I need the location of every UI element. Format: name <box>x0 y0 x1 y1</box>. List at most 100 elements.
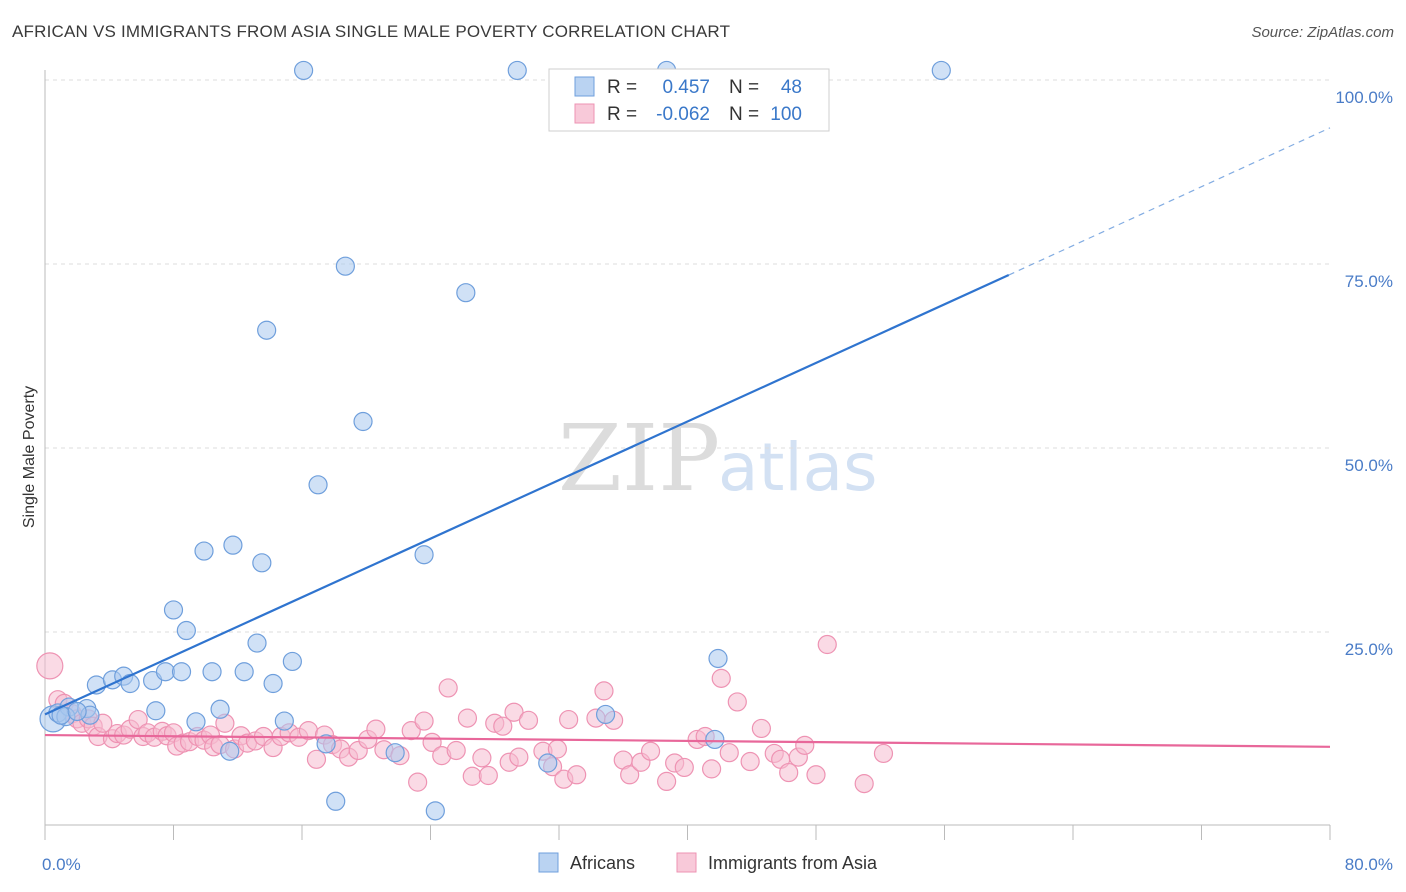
africans-point-30 <box>308 475 328 495</box>
africans-point-38 <box>456 283 476 303</box>
chart-title: AFRICAN VS IMMIGRANTS FROM ASIA SINGLE M… <box>12 22 731 41</box>
legend-swatch-immigrants-from-asia <box>574 103 595 124</box>
legend-n-value-africans: 48 <box>781 77 802 98</box>
series-legend-swatch-immigrants-from-asia <box>676 852 697 873</box>
asia-point-93 <box>779 762 799 783</box>
africans-point-23 <box>247 633 267 653</box>
asia-point-47 <box>366 719 386 739</box>
y-axis-label: Single Male Poverty <box>21 386 38 528</box>
stats-legend: R = 0.457 N = 48 R = -0.062 N = 100 <box>548 68 830 132</box>
africans-point-47 <box>67 701 87 722</box>
africans-point-41 <box>595 704 616 725</box>
asia-point-64 <box>504 702 524 722</box>
y-tick-labels: 100.0% 75.0% 50.0% 25.0% <box>1335 88 1393 659</box>
asia-point-82 <box>674 757 694 778</box>
africans-point-14 <box>163 600 184 620</box>
asia-point-62 <box>493 716 513 736</box>
africans-point-36 <box>414 545 434 565</box>
africans-point-20 <box>220 741 240 761</box>
legend-r-label-africans: R = <box>607 77 637 98</box>
trend-lines <box>44 127 1331 748</box>
legend-r-value-africans: 0.457 <box>662 77 710 98</box>
africans-point-22 <box>234 662 254 682</box>
asia-point-80 <box>657 771 677 792</box>
asia-point-86 <box>711 668 731 688</box>
asia-point-52 <box>414 711 434 731</box>
africans-trend-extension <box>1008 127 1331 276</box>
africans-point-11 <box>146 701 166 721</box>
africans-point-43 <box>705 729 725 750</box>
africans-point-19 <box>210 699 230 719</box>
asia-point-97 <box>817 634 837 655</box>
africans-point-29 <box>294 60 314 81</box>
asia-point-71 <box>559 709 579 730</box>
y-tick-label-0: 100.0% <box>1335 88 1393 107</box>
africans-point-31 <box>316 734 336 754</box>
africans-point-33 <box>335 256 355 276</box>
legend-r-label-immigrants-from-asia: R = <box>607 104 637 125</box>
africans-point-28 <box>282 651 302 672</box>
asia-point-98 <box>854 774 874 794</box>
y-tick-label-2: 50.0% <box>1345 456 1393 475</box>
source-credit: Source: ZipAtlas.com <box>1251 24 1394 41</box>
legend-n-label-africans: N = <box>729 77 759 98</box>
asia-point-65 <box>509 747 529 767</box>
africans-point-40 <box>538 753 558 773</box>
series-legend-swatch-africans <box>538 852 559 873</box>
asia-point-51 <box>408 772 428 792</box>
asia-point-79 <box>640 741 661 761</box>
asia-point-58 <box>462 766 482 786</box>
africans-point-13 <box>171 662 192 682</box>
legend-n-value-immigrants-from-asia: 100 <box>770 104 802 125</box>
asia-point-99 <box>873 743 894 764</box>
asia-point-56 <box>446 740 466 761</box>
africans-point-26 <box>263 673 283 694</box>
asia-point-55 <box>438 678 458 698</box>
africans-point-17 <box>194 541 214 561</box>
africans-point-45 <box>931 60 951 81</box>
asia-point-72 <box>567 765 587 785</box>
africans-point-9 <box>120 673 140 694</box>
asia-point-74 <box>594 681 614 701</box>
africans-point-21 <box>223 535 243 555</box>
watermark: ZIP atlas <box>558 405 878 512</box>
africans-point-37 <box>425 801 445 821</box>
asia-point-95 <box>795 735 815 755</box>
series-legend-label-africans: Africans <box>570 853 635 873</box>
x-tick-label-1: 80.0% <box>1345 855 1393 874</box>
legend-r-value-immigrants-from-asia: -0.062 <box>656 104 710 125</box>
watermark-zip: ZIP <box>558 405 720 512</box>
africans-point-18 <box>202 662 222 682</box>
africans-point-15 <box>176 620 196 641</box>
axes <box>44 70 1331 840</box>
asia-point-66 <box>518 710 539 730</box>
asia-point-85 <box>701 759 722 779</box>
y-tick-label-1: 75.0% <box>1345 272 1393 291</box>
x-tick-label-0: 0.0% <box>42 855 81 874</box>
x-tick-labels: 0.0% 80.0% <box>42 855 1393 874</box>
africans-point-25 <box>257 320 277 340</box>
asia-trend-line <box>44 733 1331 748</box>
asia-point-0 <box>36 652 64 680</box>
asia-point-96 <box>806 765 826 785</box>
asia-point-57 <box>457 708 478 728</box>
asia-point-77 <box>620 765 640 785</box>
africans-point-27 <box>274 711 294 731</box>
asia-point-90 <box>751 718 771 739</box>
africans-point-35 <box>385 743 405 763</box>
africans-point-32 <box>326 791 346 811</box>
asia-point-59 <box>472 748 492 768</box>
africans-point-24 <box>252 553 272 573</box>
legend-swatch-africans <box>574 76 595 97</box>
asia-point-50 <box>401 721 421 741</box>
africans-trend-line <box>44 274 1010 716</box>
stats-legend-frame <box>548 68 830 132</box>
y-tick-label-3: 25.0% <box>1345 640 1393 659</box>
asia-point-88 <box>727 692 747 712</box>
asia-point-60 <box>478 765 498 786</box>
africans-point-44 <box>708 648 728 669</box>
asia-point-89 <box>740 751 760 772</box>
series-legend: Africans Immigrants from Asia <box>538 852 878 873</box>
africans-point-16 <box>186 712 206 732</box>
